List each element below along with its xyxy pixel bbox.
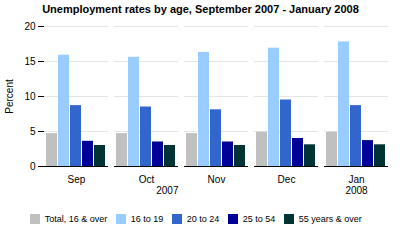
html-text:20 to 24: 20 to 24 xyxy=(186,213,220,224)
svg-text:0: 0 xyxy=(30,161,36,172)
svg-text:10: 10 xyxy=(24,91,36,102)
svg-text:Nov: Nov xyxy=(208,174,226,185)
svg-text:20: 20 xyxy=(24,21,36,32)
html-text:16 to 19: 16 to 19 xyxy=(130,213,164,224)
svg-text:2007: 2007 xyxy=(156,185,179,196)
html-text:25 to 54: 25 to 54 xyxy=(242,213,276,224)
svg-text:Jan: Jan xyxy=(348,174,364,185)
svg-text:2008: 2008 xyxy=(345,185,368,196)
html-text:Total, 16 & over: Total, 16 & over xyxy=(44,213,108,224)
svg-text:Sep: Sep xyxy=(68,174,86,185)
svg-text:Percent: Percent xyxy=(4,79,15,114)
html-text:Unemployment rates by age, Sep: Unemployment rates by age, September 200… xyxy=(42,3,359,15)
html-text:55 years & over: 55 years & over xyxy=(298,213,362,224)
svg-text:5: 5 xyxy=(30,126,36,137)
svg-text:Oct: Oct xyxy=(139,174,155,185)
svg-text:Dec: Dec xyxy=(278,174,296,185)
svg-text:15: 15 xyxy=(24,56,36,67)
